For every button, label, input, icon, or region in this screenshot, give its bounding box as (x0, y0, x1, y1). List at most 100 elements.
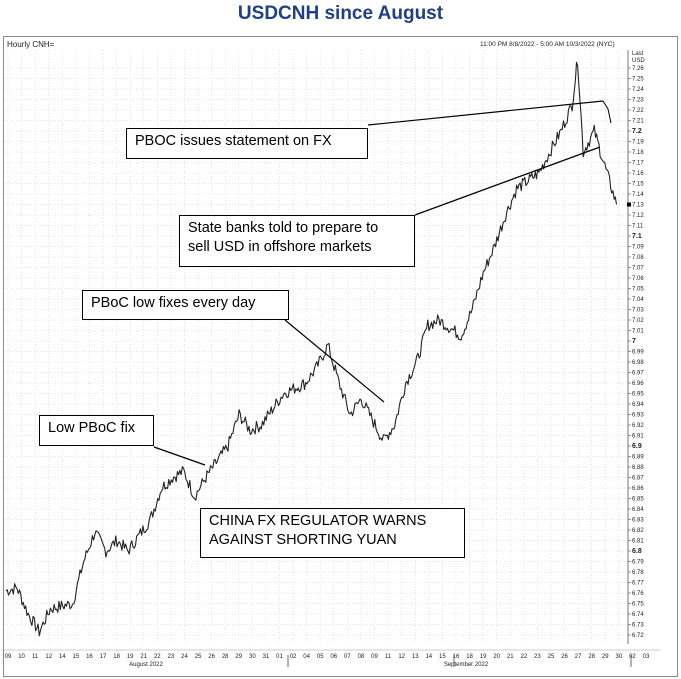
x-tick-label: 11 (385, 654, 392, 660)
y-tick-label: 6.95 (632, 392, 644, 398)
y-tick-label: 6.86 (632, 486, 644, 492)
x-tick-label: 14 (59, 654, 66, 660)
x-tick-label: 30 (616, 654, 623, 660)
y-tick-label: 6.82 (632, 528, 644, 534)
x-tick-label: 19 (480, 654, 487, 660)
y-tick-label: 6.97 (632, 371, 644, 377)
y-tick-label: 7.17 (632, 161, 644, 167)
y-tick-label: 6.87 (632, 476, 644, 482)
x-tick-label: 28 (588, 654, 595, 660)
x-tick-label: 09 (5, 654, 12, 660)
x-tick-label: 06 (330, 654, 337, 660)
x-tick-label: 29 (235, 654, 242, 660)
annotation-low-pboc-fix: Low PBoC fix (39, 415, 154, 446)
y-tick-label: 7.03 (632, 308, 644, 314)
y-tick-label: 7 (632, 338, 636, 345)
y-tick-label: 7.05 (632, 287, 644, 293)
x-tick-label: 31 (263, 654, 270, 660)
x-tick-label: 16 (453, 654, 460, 660)
x-tick-label: 21 (140, 654, 147, 660)
y-tick-label: 7.23 (632, 98, 644, 104)
y-tick-label: 6.78 (632, 570, 644, 576)
x-tick-label: 02 (629, 654, 636, 660)
x-tick-label: 22 (154, 654, 161, 660)
x-tick-label: 16 (86, 654, 93, 660)
y-tick-label: 6.79 (632, 560, 644, 566)
pointer-pboc-statement (367, 100, 604, 126)
y-tick-label: 6.85 (632, 497, 644, 503)
y-tick-label: 7.2 (632, 128, 642, 135)
y-tick-label: 7.04 (632, 297, 644, 303)
x-tick-label: 07 (344, 654, 351, 660)
y-tick-label: 6.94 (632, 402, 644, 408)
pointer-low-pboc-fix (153, 446, 206, 466)
y-axis-title: Last USD (632, 51, 645, 64)
x-tick-label: 23 (534, 654, 541, 660)
y-tick-label: 7.02 (632, 318, 644, 324)
y-tick-label: 7.14 (632, 192, 644, 198)
x-tick-label: 24 (181, 654, 188, 660)
x-tick-label: 18 (113, 654, 120, 660)
y-tick-label: 6.76 (632, 591, 644, 597)
y-tick-label: 6.81 (632, 539, 644, 545)
y-tick-label: 7.1 (632, 233, 642, 240)
y-tick-label: 7.01 (632, 329, 644, 335)
x-tick-label: 09 (371, 654, 378, 660)
y-tick-label: 6.84 (632, 507, 644, 513)
y-tick-label: 7.18 (632, 150, 644, 156)
x-tick-label: 25 (548, 654, 555, 660)
y-tick-label: 6.93 (632, 413, 644, 419)
x-tick-label: 22 (520, 654, 527, 660)
x-tick-label: 25 (195, 654, 202, 660)
x-tick-label: 11 (32, 654, 39, 660)
x-tick-label: 18 (466, 654, 473, 660)
y-tick-label: 7.08 (632, 255, 644, 261)
y-tick-label: 6.9 (632, 443, 642, 450)
y-tick-label: 6.77 (632, 581, 644, 587)
x-tick-label: 05 (317, 654, 324, 660)
x-tick-label: 21 (507, 654, 514, 660)
y-tick-label: 7.21 (632, 119, 644, 125)
chart-range-label: 11:00 PM 8/8/2022 - 5:00 AM 10/3/2022 (N… (480, 41, 615, 48)
x-tick-label: 29 (602, 654, 609, 660)
y-tick-label: 7.26 (632, 66, 644, 72)
y-tick-label: 7.13 (632, 203, 644, 209)
y-tick-label: 7.12 (632, 213, 644, 219)
y-tick-label: 6.96 (632, 381, 644, 387)
x-tick-label: 12 (398, 654, 405, 660)
x-tick-label: 13 (412, 654, 419, 660)
x-tick-label: 30 (249, 654, 256, 660)
y-tick-label: 7.24 (632, 87, 644, 93)
x-tick-label: 26 (208, 654, 215, 660)
y-tick-label: 6.92 (632, 423, 644, 429)
y-tick-label: 6.8 (632, 548, 642, 555)
x-tick-label: 12 (45, 654, 52, 660)
y-tick-label: 7.25 (632, 77, 644, 83)
y-tick-label: 7.15 (632, 182, 644, 188)
y-tick-label: 7.06 (632, 276, 644, 282)
y-tick-label: 6.88 (632, 465, 644, 471)
x-tick-label: 17 (100, 654, 107, 660)
x-tick-label: 14 (425, 654, 432, 660)
pointer-pboc-statement-tail (602, 100, 612, 124)
chart-frame (3, 36, 678, 677)
y-tick-label: 6.91 (632, 434, 644, 440)
x-tick-label: 26 (561, 654, 568, 660)
x-tick-label: 15 (73, 654, 80, 660)
y-tick-label: 6.98 (632, 360, 644, 366)
y-tick-label: 6.83 (632, 518, 644, 524)
last-price-marker (627, 202, 631, 207)
y-tick-label: 6.89 (632, 455, 644, 461)
x-tick-label: 23 (168, 654, 175, 660)
x-tick-label: 08 (358, 654, 365, 660)
y-tick-label: 7.22 (632, 108, 644, 114)
annotation-pboc-statement: PBOC issues statement on FX (126, 128, 368, 159)
pointer-low-fixes (284, 319, 385, 403)
x-tick-label: 19 (127, 654, 134, 660)
x-tick-label: 28 (222, 654, 229, 660)
x-tick-label: 10 (18, 654, 25, 660)
x-tick-label: 20 (493, 654, 500, 660)
x-tick-label: 01 (276, 654, 283, 660)
y-tick-label: 6.75 (632, 602, 644, 608)
